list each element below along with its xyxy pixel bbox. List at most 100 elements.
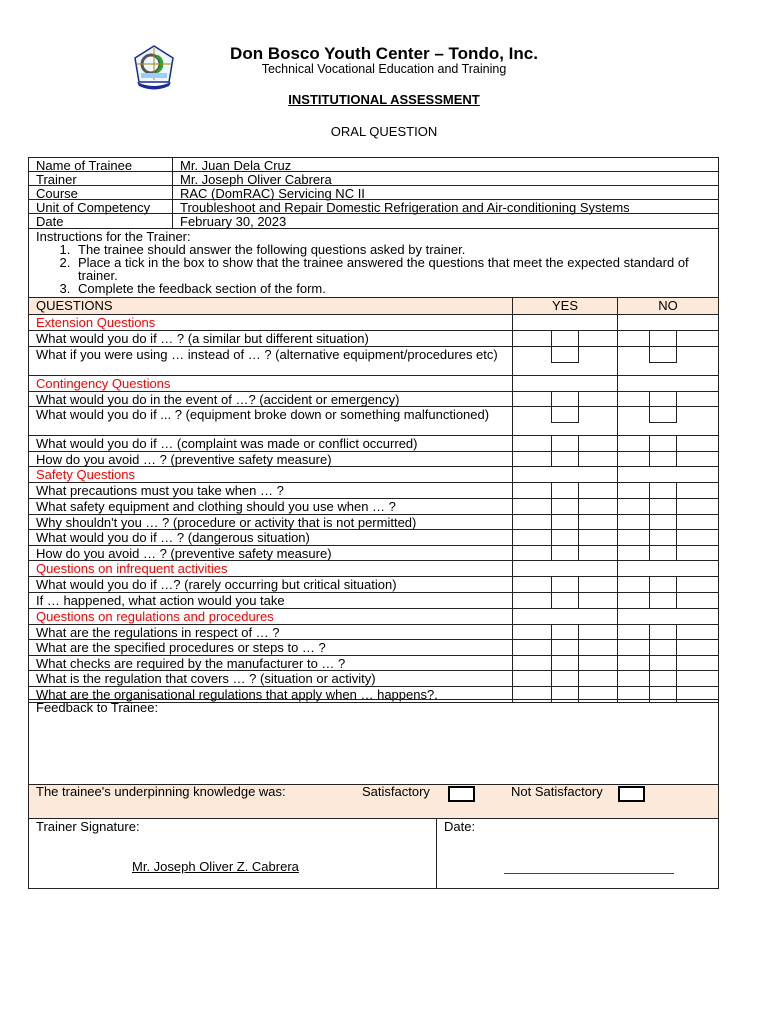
no-checkbox[interactable]: [649, 330, 677, 347]
no-checkbox[interactable]: [649, 639, 677, 656]
info-label: Course: [28, 185, 173, 200]
question-row: What would you do if ... ? (equipment br…: [28, 406, 513, 436]
question-row: Why shouldn't you … ? (procedure or acti…: [28, 514, 513, 530]
yes-cell: [512, 375, 618, 392]
no-cell: [617, 375, 719, 392]
instruction-item: Place a tick in the box to show that the…: [74, 256, 718, 282]
info-value: Mr. Juan Dela Cruz: [172, 157, 719, 172]
question-row: What would you do if … ? (dangerous situ…: [28, 529, 513, 546]
info-label: Trainer: [28, 171, 173, 186]
no-checkbox[interactable]: [649, 592, 677, 609]
yes-checkbox[interactable]: [551, 624, 579, 640]
no-cell: [617, 466, 719, 483]
question-row: What are the specified procedures or ste…: [28, 639, 513, 656]
yes-checkbox[interactable]: [551, 451, 579, 467]
no-checkbox[interactable]: [649, 514, 677, 530]
question-row: What checks are required by the manufact…: [28, 655, 513, 671]
no-checkbox[interactable]: [649, 529, 677, 546]
instruction-item: The trainee should answer the following …: [74, 243, 718, 256]
no-checkbox[interactable]: [649, 482, 677, 499]
question-row: What safety equipment and clothing shoul…: [28, 498, 513, 515]
yes-checkbox[interactable]: [551, 346, 579, 363]
question-row: What would you do if … ? (a similar but …: [28, 330, 513, 347]
info-label: Name of Trainee: [28, 157, 173, 172]
trainer-signature-cell: Trainer Signature: Mr. Joseph Oliver Z. …: [28, 818, 437, 889]
yes-checkbox[interactable]: [551, 330, 579, 347]
section-heading: Questions on regulations and procedures: [28, 608, 513, 625]
info-value: Troubleshoot and Repair Domestic Refrige…: [172, 199, 719, 214]
no-cell: [617, 314, 719, 331]
yes-checkbox[interactable]: [551, 514, 579, 530]
section-heading: Contingency Questions: [28, 375, 513, 392]
no-checkbox[interactable]: [649, 545, 677, 561]
question-row: What if you were using … instead of … ? …: [28, 346, 513, 376]
no-checkbox[interactable]: [649, 346, 677, 363]
date-line[interactable]: [504, 873, 674, 874]
org-subtitle: Technical Vocational Education and Train…: [261, 62, 507, 76]
section-heading: Extension Questions: [28, 314, 513, 331]
yes-cell: [512, 466, 618, 483]
yes-checkbox[interactable]: [551, 406, 579, 423]
yes-checkbox[interactable]: [551, 639, 579, 656]
satisfactory-checkbox[interactable]: [448, 786, 475, 802]
no-checkbox[interactable]: [649, 655, 677, 671]
no-checkbox[interactable]: [649, 670, 677, 687]
yes-checkbox[interactable]: [551, 686, 579, 703]
no-cell: [617, 608, 719, 625]
no-checkbox[interactable]: [649, 451, 677, 467]
satisfactory-label: Satisfactory: [362, 784, 430, 799]
trainer-name: Mr. Joseph Oliver Z. Cabrera: [132, 859, 299, 874]
page-title: INSTITUTIONAL ASSESSMENT: [288, 92, 480, 107]
instruction-item: Complete the feedback section of the for…: [74, 282, 718, 295]
yes-checkbox[interactable]: [551, 391, 579, 407]
question-row: What are the regulations in respect of ……: [28, 624, 513, 640]
no-checkbox[interactable]: [649, 576, 677, 593]
info-label: Date: [28, 213, 173, 229]
result-label: The trainee's underpinning knowledge was…: [36, 784, 286, 799]
instructions-title: Instructions for the Trainer:: [36, 229, 191, 244]
no-checkbox[interactable]: [649, 498, 677, 515]
yes-checkbox[interactable]: [551, 655, 579, 671]
not-satisfactory-label: Not Satisfactory: [511, 784, 603, 799]
question-row: What precautions must you take when … ?: [28, 482, 513, 499]
info-value: Mr. Joseph Oliver Cabrera: [172, 171, 719, 186]
question-row: What is the regulation that covers … ? (…: [28, 670, 513, 687]
yes-checkbox[interactable]: [551, 498, 579, 515]
question-row: If … happened, what action would you tak…: [28, 592, 513, 609]
not-satisfactory-checkbox[interactable]: [618, 786, 645, 802]
info-value: February 30, 2023: [172, 213, 719, 229]
no-checkbox[interactable]: [649, 435, 677, 452]
yes-cell: [512, 560, 618, 577]
no-checkbox[interactable]: [649, 624, 677, 640]
feedback-label: Feedback to Trainee:: [36, 700, 159, 715]
info-value: RAC (DomRAC) Servicing NC II: [172, 185, 719, 200]
yes-checkbox[interactable]: [551, 435, 579, 452]
yes-checkbox[interactable]: [551, 670, 579, 687]
instructions: Instructions for the Trainer: The traine…: [28, 228, 719, 298]
signature-label: Trainer Signature:: [36, 819, 140, 834]
question-row: How do you avoid … ? (preventive safety …: [28, 451, 513, 467]
yes-checkbox[interactable]: [551, 545, 579, 561]
question-row: What would you do in the event of …? (ac…: [28, 391, 513, 407]
no-cell: [617, 560, 719, 577]
yes-checkbox[interactable]: [551, 576, 579, 593]
section-heading: Safety Questions: [28, 466, 513, 483]
result-row: The trainee's underpinning knowledge was…: [28, 784, 719, 819]
no-checkbox[interactable]: [649, 686, 677, 703]
org-name: Don Bosco Youth Center – Tondo, Inc.: [230, 44, 538, 63]
yes-cell: [512, 608, 618, 625]
no-header: NO: [617, 297, 719, 315]
question-row: What would you do if … (complaint was ma…: [28, 435, 513, 452]
yes-checkbox[interactable]: [551, 529, 579, 546]
yes-header: YES: [512, 297, 618, 315]
no-checkbox[interactable]: [649, 391, 677, 407]
section-heading: Questions on infrequent activities: [28, 560, 513, 577]
info-label: Unit of Competency: [28, 199, 173, 214]
date-label: Date:: [444, 819, 476, 834]
yes-checkbox[interactable]: [551, 482, 579, 499]
no-checkbox[interactable]: [649, 406, 677, 423]
yes-checkbox[interactable]: [551, 592, 579, 609]
feedback-area[interactable]: Feedback to Trainee:: [28, 699, 719, 785]
questions-header: QUESTIONS: [28, 297, 513, 315]
